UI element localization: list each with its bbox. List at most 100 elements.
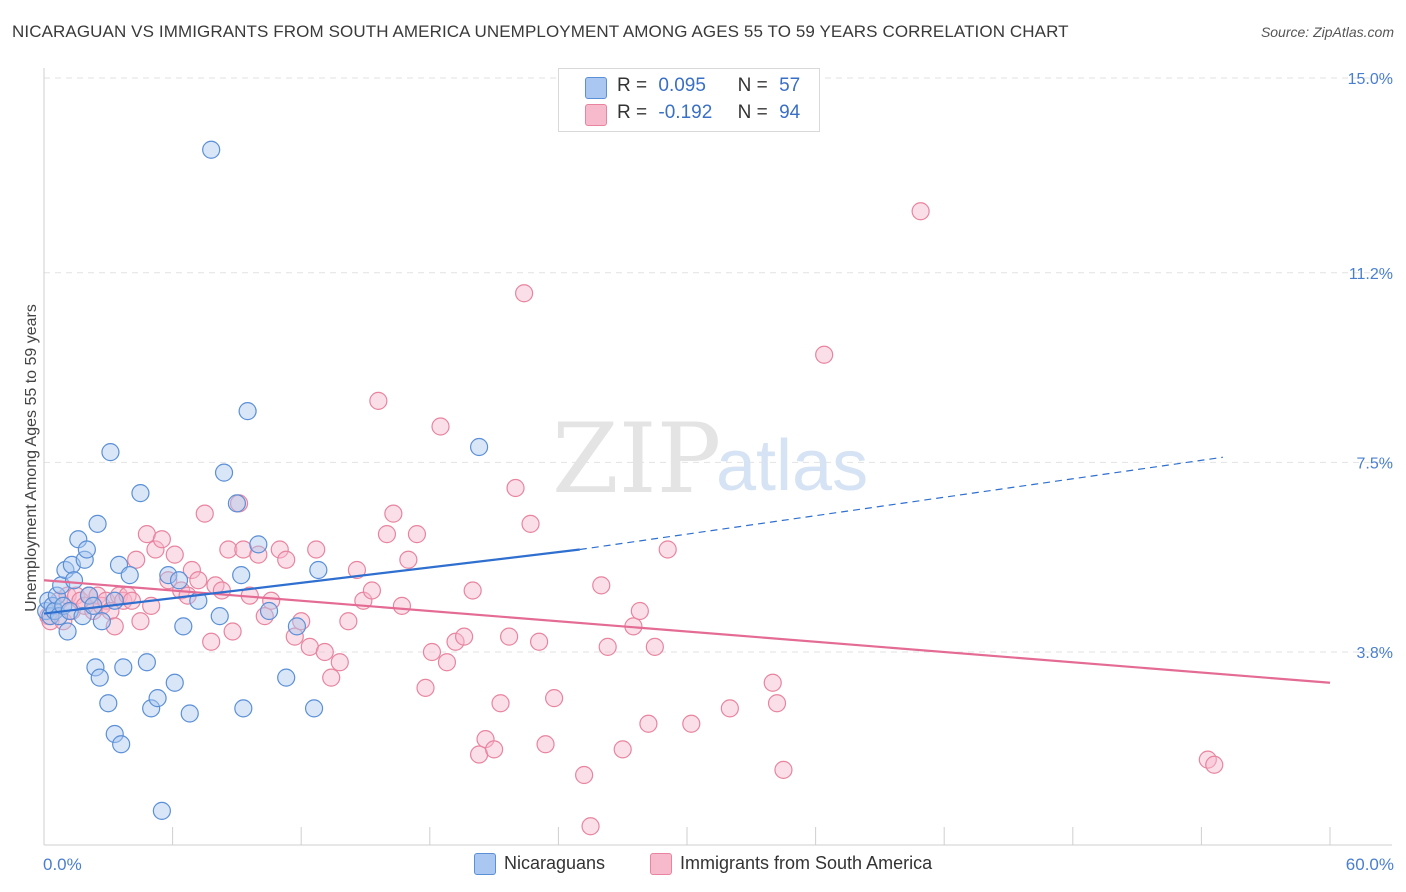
blue-point [64,571,84,590]
pink-point [530,632,549,651]
pink-point [195,504,214,523]
y-tick-label: 11.2% [1349,266,1393,283]
pink-point [399,550,418,569]
pink-point [249,545,268,564]
y-axis-label: Unemployment Among Ages 55 to 59 years [23,304,40,612]
pink-point [369,391,388,410]
blue-point [249,535,268,554]
legend-label: Nicaraguans [504,853,606,873]
pink-swatch [650,853,672,875]
pink-point [454,627,474,646]
blue-point [142,699,161,718]
pink-swatch [585,104,607,126]
blue-point [79,586,99,605]
pink-point [658,540,677,559]
blue-point [232,566,251,585]
pink-point [407,525,427,544]
pink-point [437,653,457,672]
pink-point [315,642,334,662]
r-value: -0.192 [658,102,713,123]
blue-point [227,494,246,513]
pink-point [485,740,504,759]
pink-point [521,514,540,533]
chart-title: NICARAGUAN VS IMMIGRANTS FROM SOUTH AMER… [12,22,1069,41]
blue-point [238,402,257,421]
blue-points [37,140,489,820]
pink-point [463,581,482,600]
blue-point [287,617,307,636]
pink-point [347,560,367,580]
y-tick-label: 3.8% [1357,645,1393,662]
pink-point [146,540,165,559]
pink-point [446,632,465,651]
n-value: 57 [779,75,801,96]
pink-point [592,576,611,595]
pink-point [763,673,782,692]
pink-point [911,202,930,221]
r-label: R = [617,102,648,123]
pink-point [581,817,600,836]
pink-point [322,668,341,687]
y-tick-label: 7.5% [1357,455,1393,472]
pink-point [774,760,793,779]
blue-point [120,566,139,585]
blue-point [99,694,118,713]
blue-point [101,443,120,462]
legend-label: Immigrants from South America [680,853,933,873]
blue-point [47,586,66,605]
pink-point [127,550,146,569]
pink-point [500,627,519,646]
pink-point [431,417,450,436]
pink-point [815,345,834,364]
blue-point [88,514,107,533]
pink-point [219,540,238,559]
pink-point [189,571,208,590]
r-label: R = [617,75,648,96]
pink-trend-line [43,579,1331,684]
blue-point [58,622,77,641]
axes [43,68,1392,846]
blue-point [234,699,253,718]
pink-point [422,642,442,662]
blue-swatch [585,77,607,99]
blue-point [77,540,96,559]
y-tick-labels: 3.8% 7.5% 11.2% 15.0% [1348,71,1393,662]
pink-point [598,637,617,656]
pink-point [362,581,382,600]
x-tick-max: 60.0% [1346,855,1394,874]
pink-point [720,699,739,718]
pink-point [159,571,178,590]
source-credit: Source: ZipAtlas.com [1260,24,1394,40]
blue-point [152,801,171,820]
pink-point [339,612,358,631]
blue-point [469,437,489,457]
n-label: N = [737,75,768,96]
r-value: 0.095 [658,75,706,96]
pink-point [377,525,397,544]
pink-points [39,202,1224,836]
pink-point [491,694,510,713]
blue-point [214,463,234,482]
blue-trend-projection [579,456,1223,551]
pink-point [307,540,326,559]
blue-point [309,560,328,580]
pink-point [682,714,701,733]
legend-row-text: R = 0.095 N = 57 [617,75,800,97]
pink-point [122,591,141,610]
pink-point [392,596,412,615]
blue-point [112,735,131,754]
pink-point [416,678,435,697]
pink-point [152,530,171,549]
blue-point [92,612,111,631]
blue-swatch [474,853,496,875]
y-tick-label: 15.0% [1348,71,1393,88]
watermark-atlas: atlas [716,426,868,506]
blue-point [148,689,167,708]
blue-point [137,653,156,672]
pink-point [515,284,534,303]
watermark: ZIP atlas [552,403,868,515]
n-label: N = [737,102,768,123]
pink-point [270,540,289,559]
blue-point [105,724,124,744]
